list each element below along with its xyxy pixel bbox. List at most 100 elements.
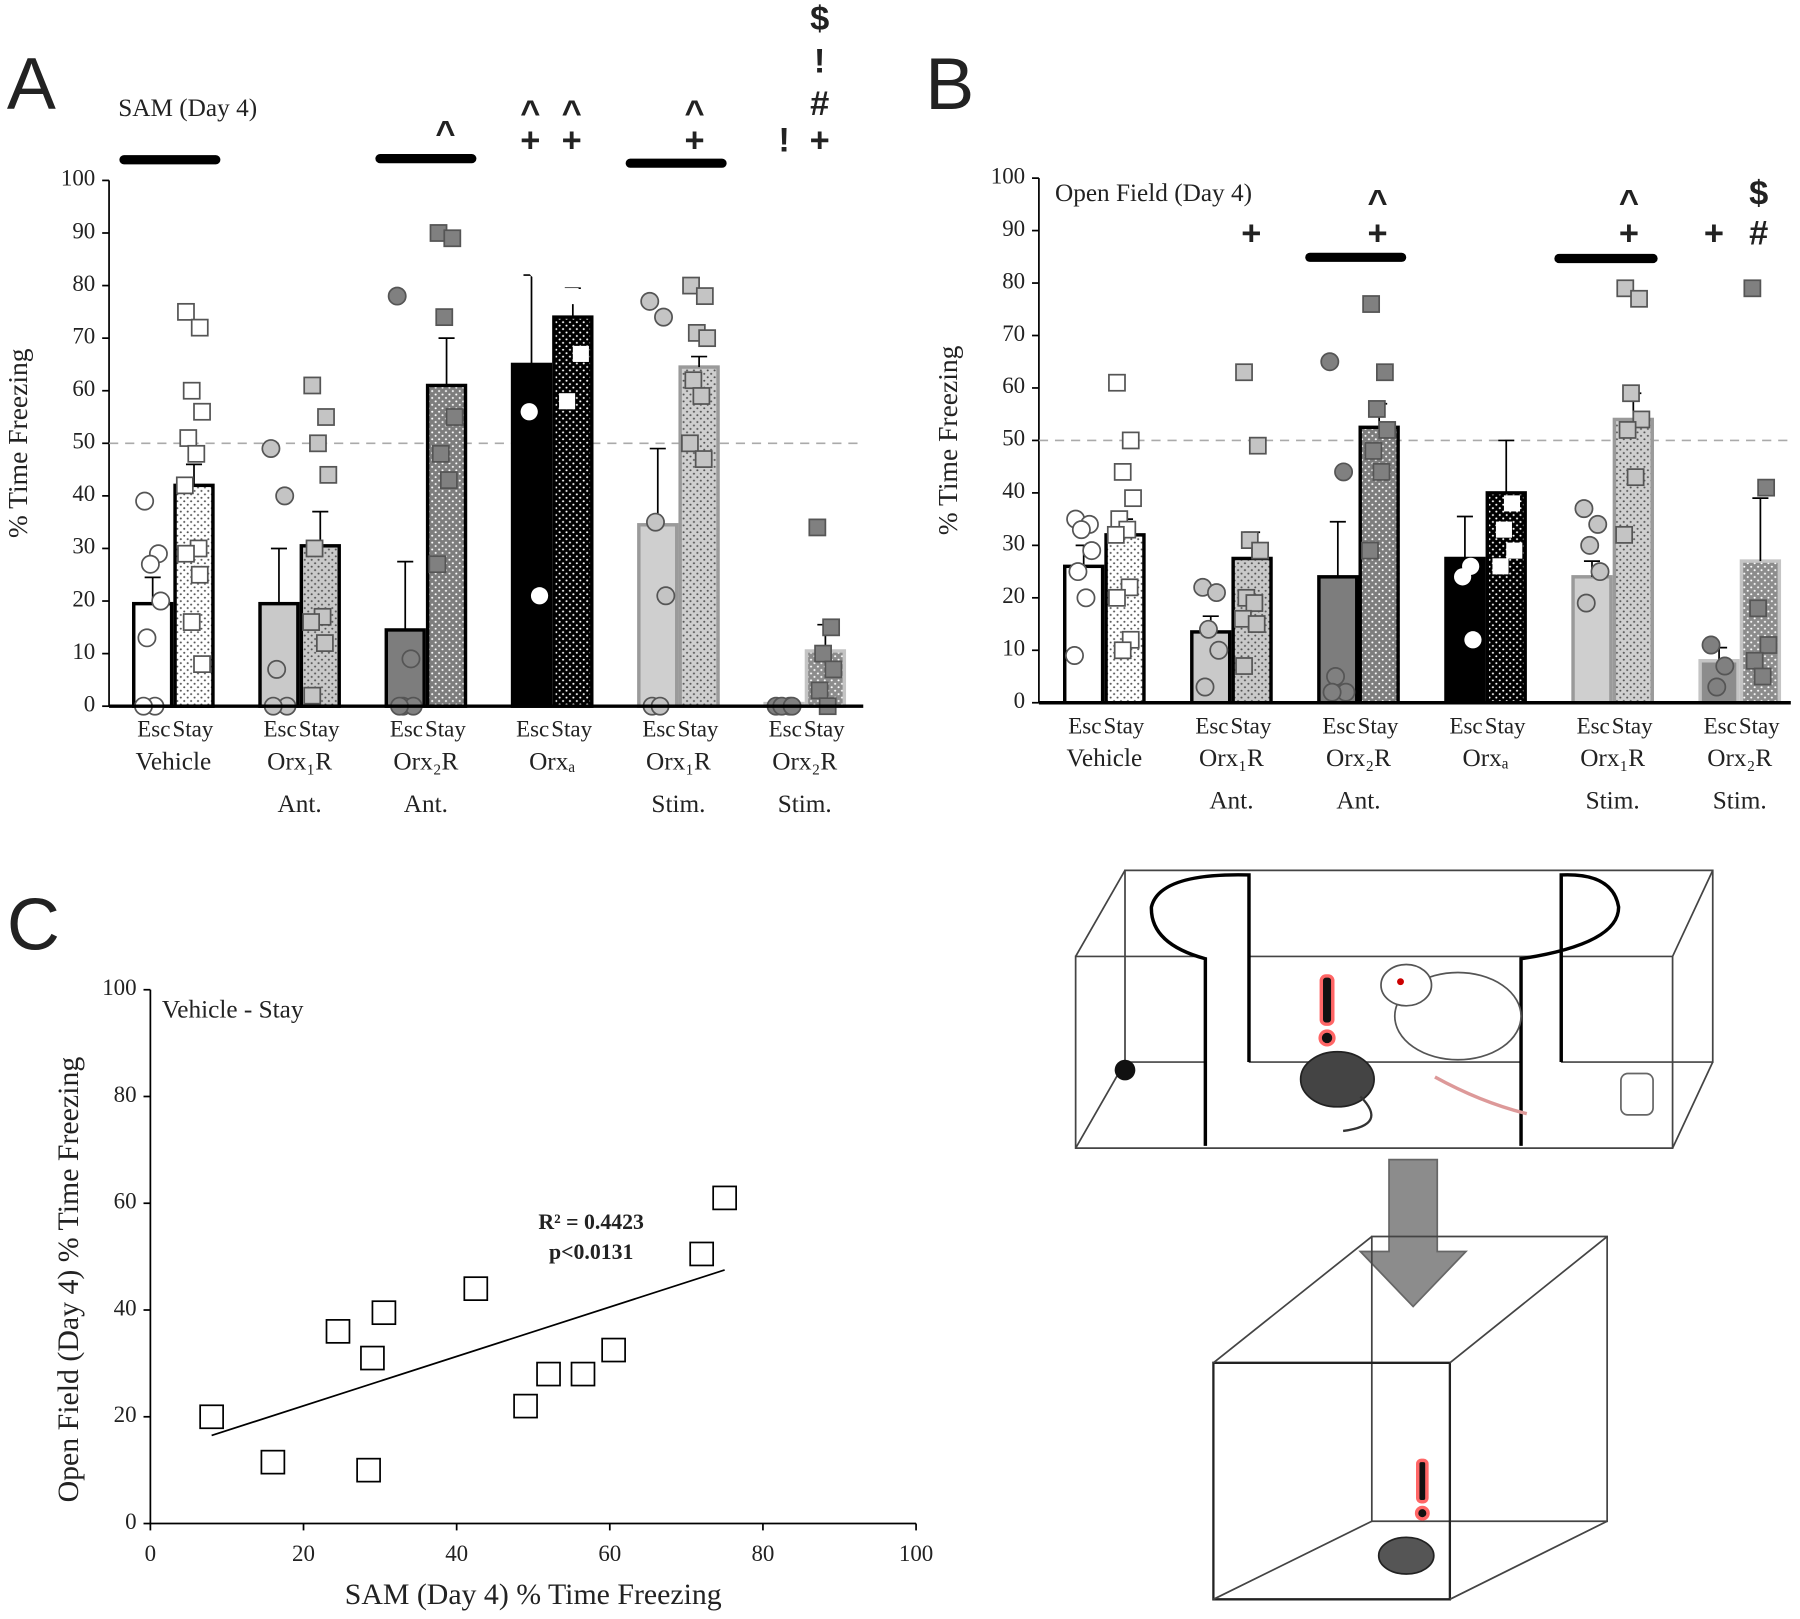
bar bbox=[552, 315, 594, 708]
data-point bbox=[435, 308, 454, 327]
y-tick-label: 100 bbox=[102, 975, 136, 1000]
data-point bbox=[1195, 677, 1215, 697]
data-point bbox=[401, 649, 421, 669]
data-point bbox=[267, 659, 287, 679]
group-label: Ant. bbox=[1209, 786, 1253, 814]
data-point bbox=[463, 1276, 489, 1301]
data-point bbox=[528, 261, 546, 279]
data-point bbox=[443, 229, 462, 248]
x-tick-label: Stay bbox=[172, 717, 213, 742]
bar bbox=[258, 601, 300, 708]
y-tick-label: 0 bbox=[125, 1509, 136, 1534]
data-point bbox=[179, 429, 198, 447]
data-point bbox=[1506, 542, 1523, 559]
cube-edge bbox=[1212, 1235, 1373, 1364]
x-tick-label: Stay bbox=[1612, 713, 1653, 738]
y-tick-label: 70 bbox=[1002, 321, 1025, 346]
data-point bbox=[1753, 667, 1772, 686]
data-point bbox=[1464, 631, 1482, 649]
data-point bbox=[1235, 363, 1253, 382]
data-point bbox=[1235, 657, 1253, 675]
wall-left bbox=[1149, 873, 1251, 1146]
data-point bbox=[712, 1185, 737, 1211]
group-label: Orxₐ bbox=[1462, 744, 1508, 772]
x-tick-label: Esc bbox=[264, 717, 297, 742]
data-point bbox=[1248, 436, 1267, 455]
data-point bbox=[305, 539, 324, 558]
box-front bbox=[1074, 955, 1674, 1150]
group-label: Stim. bbox=[1586, 786, 1640, 814]
significance-mark: # bbox=[1749, 215, 1768, 253]
data-point bbox=[1108, 588, 1126, 607]
data-point bbox=[1618, 421, 1637, 439]
x-tick-label: 100 bbox=[899, 1541, 933, 1566]
box-edge bbox=[1074, 869, 1126, 957]
chart-title: SAM (Day 4) bbox=[118, 94, 257, 122]
data-point bbox=[1106, 525, 1125, 544]
significance-mark: + bbox=[1241, 215, 1261, 253]
data-point bbox=[1615, 525, 1634, 544]
data-point bbox=[1749, 599, 1767, 618]
data-point bbox=[692, 387, 711, 405]
x-tick-label: Esc bbox=[642, 717, 675, 742]
x-tick-label: Esc bbox=[137, 717, 170, 742]
mouse bbox=[1299, 1050, 1375, 1108]
significance-mark: + bbox=[684, 122, 704, 160]
data-point bbox=[175, 476, 194, 495]
data-point bbox=[570, 1361, 596, 1387]
data-point bbox=[1198, 619, 1218, 639]
y-tick-label: 20 bbox=[1002, 583, 1025, 608]
bar bbox=[678, 365, 720, 708]
data-point bbox=[1759, 636, 1778, 654]
data-point bbox=[684, 371, 703, 390]
data-point bbox=[309, 434, 327, 453]
data-point bbox=[1065, 646, 1084, 665]
data-point bbox=[317, 408, 335, 426]
x-tick-label: 20 bbox=[292, 1541, 315, 1566]
data-point bbox=[654, 307, 673, 327]
data-point bbox=[1247, 615, 1266, 633]
illustration bbox=[1074, 869, 1714, 1601]
data-point bbox=[1588, 514, 1608, 534]
rat-tail bbox=[1434, 1075, 1528, 1116]
y-tick-label: 50 bbox=[1002, 426, 1025, 451]
x-tick-label: Stay bbox=[1485, 713, 1526, 738]
data-point bbox=[371, 1300, 397, 1326]
significance-mark: + bbox=[1704, 215, 1724, 253]
data-point bbox=[1372, 463, 1391, 481]
y-tick-label: 10 bbox=[1002, 636, 1025, 661]
cube-edge bbox=[1213, 1520, 1373, 1601]
significance-mark: + bbox=[1619, 215, 1639, 253]
data-point bbox=[1121, 431, 1140, 450]
data-point bbox=[1322, 682, 1342, 702]
x-tick-label: Stay bbox=[551, 717, 592, 742]
significance-mark: ^ bbox=[1619, 184, 1639, 222]
data-point bbox=[190, 318, 209, 337]
data-point bbox=[1757, 478, 1776, 497]
data-point bbox=[1495, 521, 1512, 538]
data-point bbox=[1503, 495, 1521, 512]
y-tick-label: 20 bbox=[72, 586, 95, 611]
data-point bbox=[260, 1449, 286, 1475]
data-point bbox=[1326, 667, 1346, 686]
group-label: Stim. bbox=[651, 790, 705, 818]
mouse-tail bbox=[1342, 1095, 1373, 1133]
group-label: Orx₁R bbox=[267, 747, 332, 775]
data-point bbox=[1082, 541, 1102, 561]
y-tick-label: 80 bbox=[72, 271, 95, 296]
data-point bbox=[325, 1319, 351, 1344]
rat-head bbox=[1380, 963, 1433, 1007]
y-tick-label: 40 bbox=[72, 481, 95, 506]
alert-small bbox=[1416, 1458, 1429, 1504]
x-tick-label: Esc bbox=[1068, 713, 1101, 738]
significance-mark: # bbox=[810, 85, 829, 123]
data-point bbox=[1448, 442, 1466, 460]
data-point bbox=[1364, 442, 1383, 460]
data-point bbox=[824, 660, 843, 679]
data-point bbox=[356, 1457, 381, 1483]
data-point bbox=[360, 1345, 385, 1371]
panel-letter: B bbox=[925, 42, 974, 125]
bar bbox=[1612, 417, 1654, 705]
box-edge bbox=[1671, 1061, 1714, 1149]
group-label: Orx₁R bbox=[646, 747, 711, 775]
